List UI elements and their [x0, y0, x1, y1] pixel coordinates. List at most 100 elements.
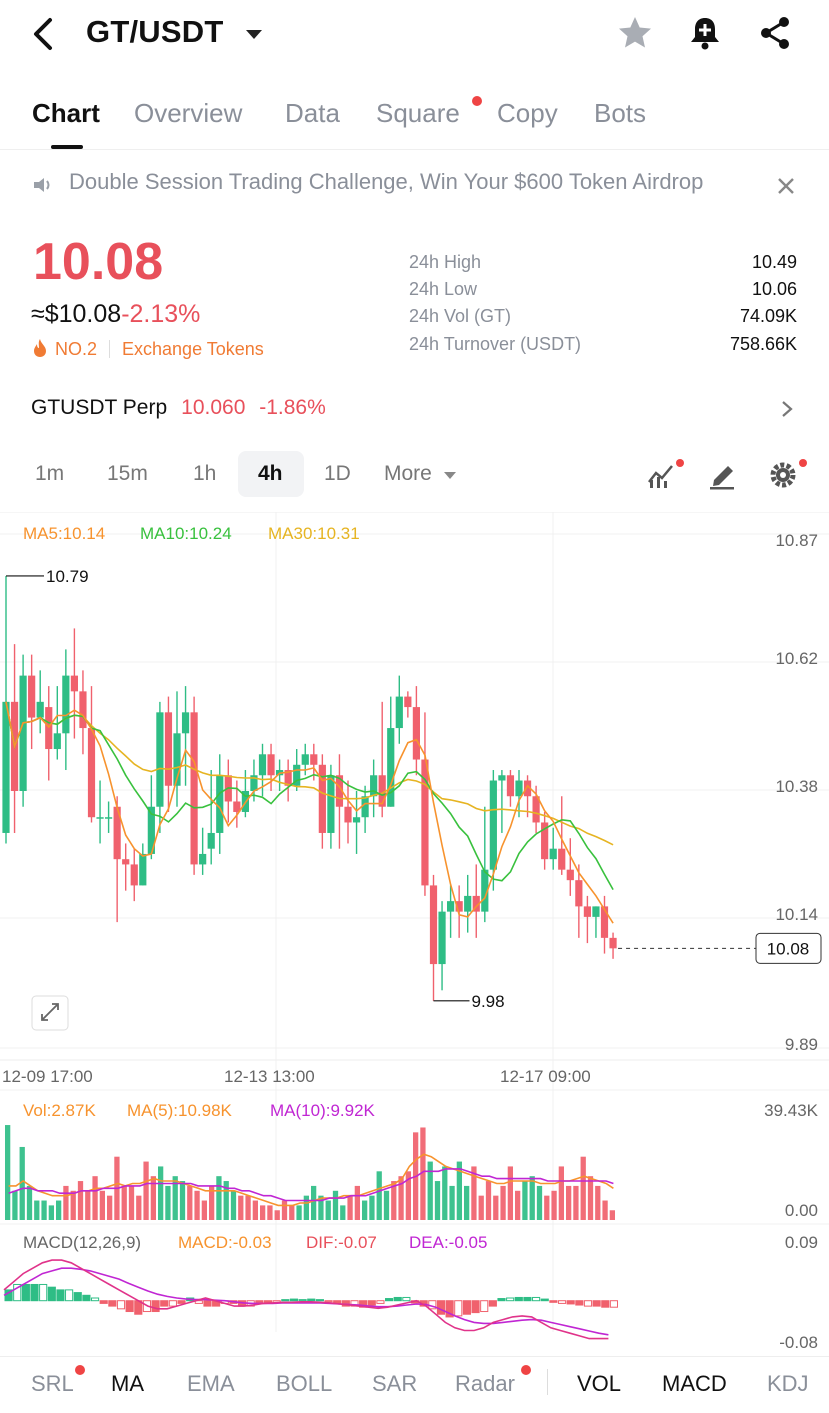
volume-bar — [289, 1205, 295, 1220]
volume-bar — [143, 1161, 149, 1220]
timeframe-1h[interactable]: 1h — [193, 462, 217, 485]
candle-down — [190, 712, 198, 865]
indicator-chart-icon[interactable] — [646, 460, 676, 490]
macd-histogram-bar — [298, 1299, 307, 1302]
candle-up — [147, 806, 155, 854]
candle-up — [327, 775, 335, 833]
price-alert-bell-icon[interactable] — [686, 14, 724, 52]
macd-histogram-bar — [376, 1300, 385, 1304]
perp-row[interactable]: GTUSDT Perp 10.060 -1.86% — [31, 396, 326, 420]
volume-bar — [369, 1195, 375, 1220]
tab-copy[interactable]: Copy — [497, 98, 558, 128]
candle-down — [70, 675, 78, 692]
indicator-macd[interactable]: MACD — [662, 1371, 727, 1396]
pair-dropdown-caret-icon[interactable] — [246, 30, 262, 39]
indicator-ma[interactable]: MA — [111, 1371, 144, 1396]
tab-data[interactable]: Data — [285, 98, 340, 128]
candle-up — [199, 853, 207, 865]
macd-histogram-bar — [56, 1289, 65, 1302]
perp-price: 10.060 — [181, 396, 246, 419]
perp-change: -1.86% — [259, 396, 326, 419]
macd-histogram-bar — [315, 1299, 324, 1302]
candle-down — [421, 759, 429, 886]
category-link[interactable]: Exchange Tokens — [122, 339, 264, 359]
macd-histogram-bar — [480, 1300, 489, 1313]
macd-histogram-bar — [177, 1300, 186, 1304]
pair-title[interactable]: GT/USDT — [86, 14, 224, 49]
volume-bar — [245, 1195, 251, 1220]
volume-bar — [223, 1181, 229, 1220]
tab-square[interactable]: Square — [376, 98, 460, 128]
indicator-boll[interactable]: BOLL — [276, 1371, 333, 1396]
volume-bar — [303, 1195, 309, 1220]
indicator-radar[interactable]: Radar — [455, 1371, 515, 1396]
candle-up — [481, 869, 489, 912]
indicator-kdj[interactable]: KDJ — [767, 1371, 809, 1396]
volume-bar — [609, 1210, 615, 1220]
star-icon[interactable] — [616, 14, 654, 52]
volume-bar — [522, 1181, 528, 1220]
dea-legend: DEA:-0.05 — [409, 1233, 487, 1252]
price-axis-tick-label: 10.87 — [775, 531, 818, 550]
timeframe-more[interactable]: More — [384, 462, 432, 485]
volume-bar — [354, 1185, 360, 1220]
indicator-sar[interactable]: SAR — [372, 1371, 418, 1396]
macd-histogram-bar — [90, 1297, 100, 1302]
draw-pencil-icon[interactable] — [708, 460, 736, 490]
share-icon[interactable] — [756, 14, 794, 52]
candle-down — [87, 728, 96, 818]
tab-chart[interactable]: Chart — [32, 98, 100, 128]
macd-histogram-bar — [609, 1300, 618, 1308]
last-price-label: 10.08 — [767, 939, 810, 958]
indicator-notification-dot — [676, 459, 684, 467]
volume-bar — [179, 1181, 186, 1220]
rank-line: NO.2 Exchange Tokens — [31, 338, 264, 360]
candle-up — [464, 895, 472, 912]
candle-up — [96, 817, 104, 819]
time-axis-label: 12-13 13:00 — [224, 1067, 315, 1086]
macd-histogram-bar — [583, 1300, 593, 1307]
indicator-srl[interactable]: SRL — [31, 1371, 74, 1396]
banner-text[interactable]: Double Session Trading Challenge, Win Yo… — [69, 169, 704, 194]
chevron-right-icon[interactable] — [780, 400, 794, 418]
candle-down — [335, 775, 344, 807]
candle-down — [472, 895, 480, 912]
timeframe-15m[interactable]: 15m — [107, 462, 148, 485]
volume-bar — [332, 1190, 339, 1220]
volume-bar — [63, 1185, 69, 1220]
volume-bar — [420, 1127, 426, 1220]
volume-bar — [427, 1161, 433, 1220]
candle-down — [506, 775, 515, 797]
candle-down — [600, 906, 609, 938]
candle-down — [79, 691, 87, 729]
candlestick-chart[interactable]: 10.87 10.62 10.38 10.14 9.89 MA5:10.14 MA10:10… — [0, 512, 829, 1352]
macd-histogram-bar — [125, 1300, 134, 1313]
candle-up — [515, 780, 523, 797]
volume-axis-tick-label: 39.43K — [764, 1101, 819, 1120]
volume-ma10-line — [8, 1168, 614, 1202]
timeframe-1m[interactable]: 1m — [35, 462, 65, 485]
back-arrow-icon[interactable] — [28, 14, 58, 54]
volume-bar — [485, 1181, 492, 1220]
tab-overview[interactable]: Overview — [134, 98, 243, 128]
tab-bots[interactable]: Bots — [594, 98, 647, 128]
volume-ma10-legend: MA(10):9.92K — [270, 1101, 376, 1120]
volume-bar — [274, 1210, 280, 1220]
macd-histogram-bar — [436, 1300, 446, 1315]
volume-bar — [398, 1176, 404, 1220]
close-icon[interactable] — [776, 176, 796, 196]
timeframe-1d[interactable]: 1D — [324, 462, 351, 485]
announcement-banner[interactable]: Double Session Trading Challenge, Win Yo… — [0, 152, 829, 218]
macd-histogram-bar — [289, 1298, 299, 1302]
ma10-legend: MA10:10.24 — [140, 524, 232, 543]
indicator-vol[interactable]: VOL — [577, 1371, 622, 1396]
volume-bar — [573, 1185, 579, 1220]
timeframe-4h[interactable]: 4h — [258, 462, 283, 485]
macd-histogram-bar — [462, 1300, 471, 1315]
candle-up — [489, 780, 497, 870]
volume-bar — [391, 1181, 397, 1220]
volume-bar — [172, 1176, 178, 1220]
chart-settings-gear-icon[interactable] — [768, 460, 798, 490]
indicator-ema[interactable]: EMA — [187, 1371, 235, 1396]
volume-bar — [56, 1200, 62, 1220]
